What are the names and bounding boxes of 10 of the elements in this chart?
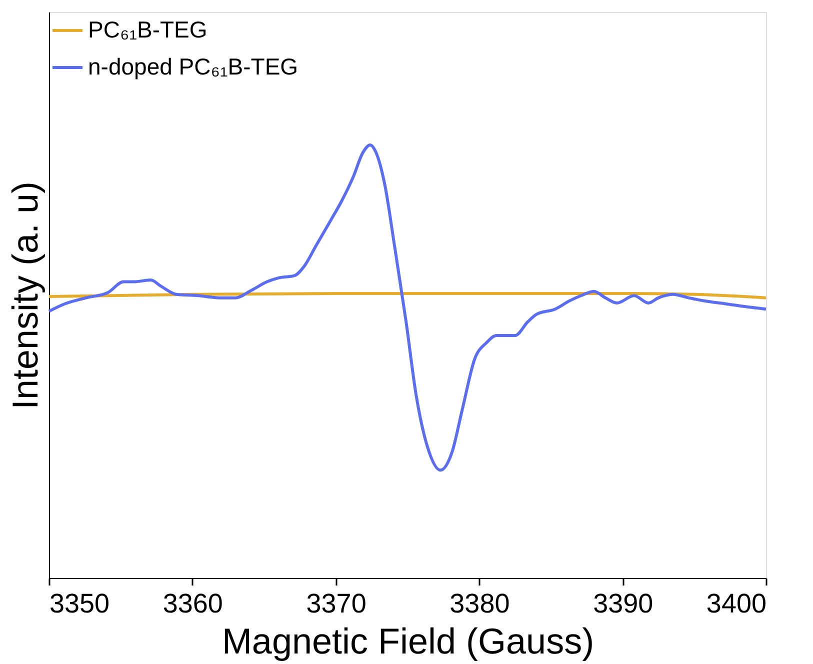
x-tick-label: 3380 — [450, 588, 510, 618]
x-tick-label: 3390 — [593, 588, 654, 618]
y-axis-title: Intensity (a. u) — [4, 181, 46, 410]
x-tick-label: 3360 — [162, 588, 223, 618]
legend-label: PC₆₁B-TEG — [88, 16, 208, 42]
legend-label: n-doped PC₆₁B-TEG — [88, 54, 298, 80]
x-tick-label: 3400 — [706, 588, 766, 618]
x-axis-title: Magnetic Field (Gauss) — [222, 620, 594, 662]
x-tick-label: 3350 — [50, 588, 110, 618]
x-tick-label: 3370 — [306, 588, 366, 618]
